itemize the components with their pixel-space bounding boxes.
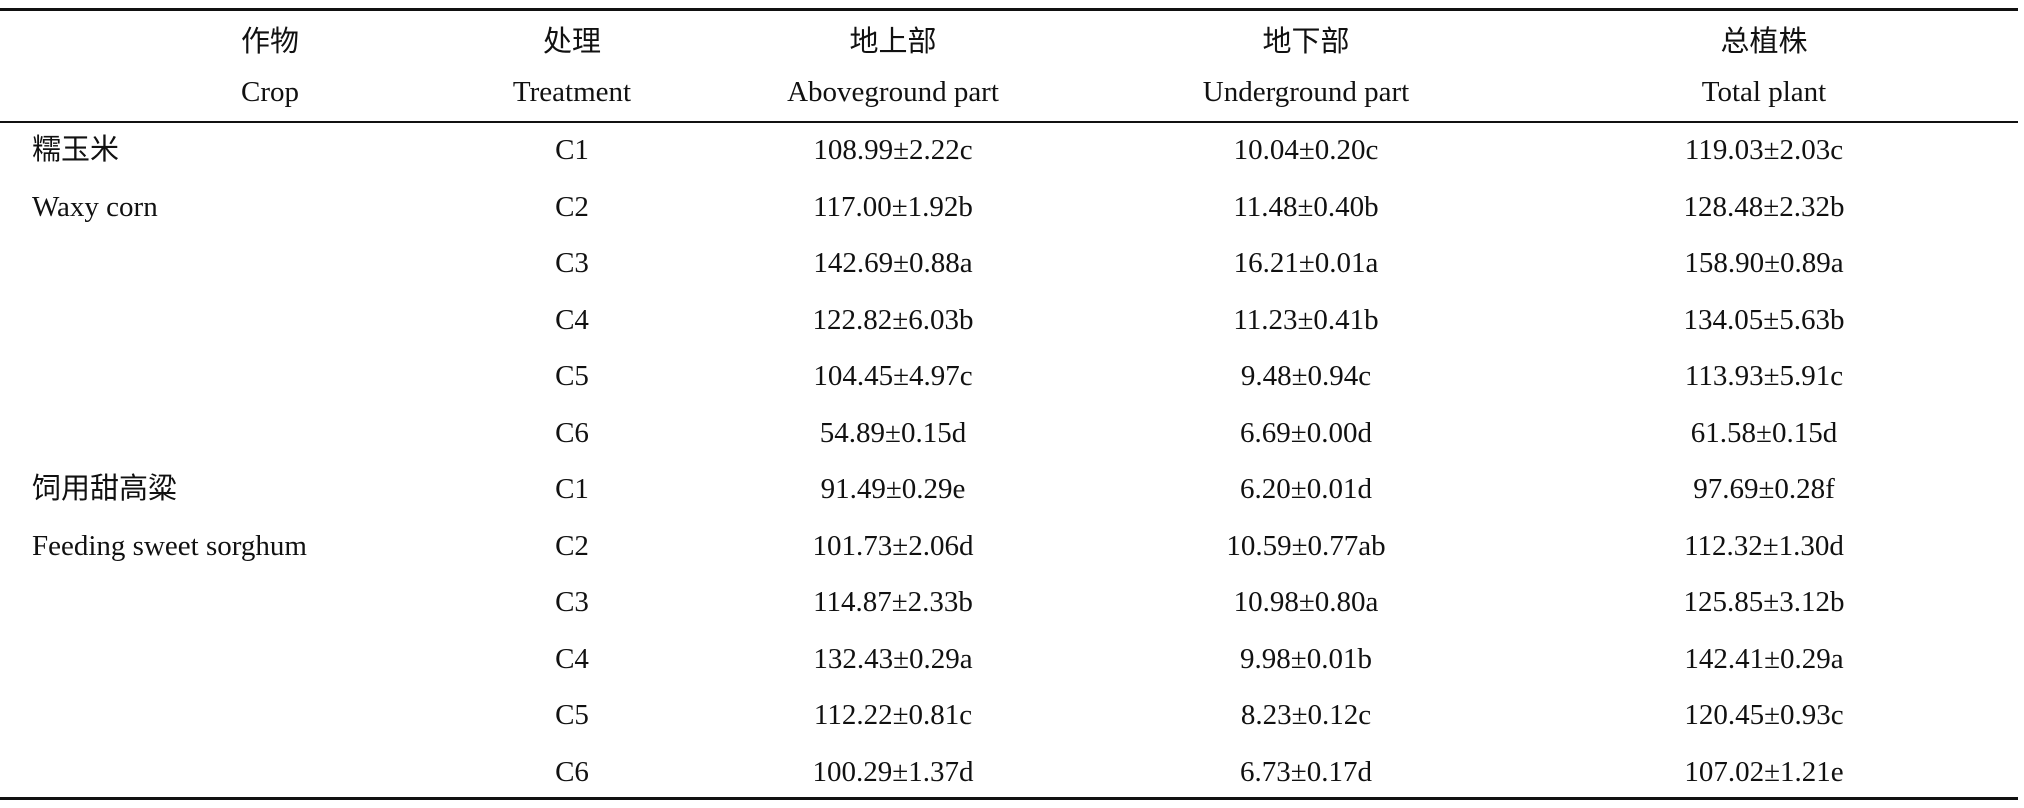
- value-cell: 134.05±5.63b: [1683, 303, 1845, 336]
- value-cell: 10.04±0.20c: [1233, 134, 1379, 166]
- value-cell: 6.20±0.01d: [1240, 473, 1372, 505]
- value-cell: 9.48±0.94c: [1240, 360, 1372, 392]
- header-zh: 处理: [542, 26, 602, 58]
- value-cell: 112.22±0.81c: [813, 699, 973, 731]
- crop-name-en: Waxy corn: [32, 190, 158, 223]
- header-en: Total plant: [1701, 76, 1827, 108]
- value-cell: 10.98±0.80a: [1233, 586, 1379, 618]
- value-cell: 9.98±0.01b: [1240, 642, 1372, 675]
- treatment: C4: [555, 642, 589, 675]
- value-cell: 16.21±0.01a: [1233, 247, 1379, 279]
- value-cell: 104.45±4.97c: [813, 360, 973, 392]
- treatment: C1: [555, 473, 589, 505]
- crop-name-zh: 饲用甜高粱: [32, 473, 178, 505]
- crop-name-en: Feeding sweet sorghum: [32, 529, 307, 562]
- value-cell: 10.59±0.77ab: [1226, 529, 1386, 562]
- treatment: C3: [555, 247, 589, 279]
- value-cell: 142.69±0.88a: [813, 247, 973, 279]
- header-zh: 地上部: [849, 26, 937, 58]
- header-en: Crop: [241, 76, 299, 108]
- value-cell: 122.82±6.03b: [812, 303, 974, 336]
- value-cell: 6.69±0.00d: [1240, 416, 1372, 449]
- value-cell: 8.23±0.12c: [1240, 699, 1372, 731]
- treatment: C5: [555, 699, 589, 731]
- value-cell: 101.73±2.06d: [812, 529, 974, 562]
- header-en: Underground part: [1202, 76, 1410, 108]
- header-zh: 总植株: [1720, 26, 1808, 58]
- value-cell: 117.00±1.92b: [813, 190, 973, 223]
- value-cell: 100.29±1.37d: [812, 755, 974, 788]
- value-cell: 132.43±0.29a: [813, 642, 973, 675]
- top-rule: [0, 8, 2018, 11]
- value-cell: 158.90±0.89a: [1684, 247, 1844, 279]
- crop-name-zh: 糯玉米: [32, 134, 120, 166]
- value-cell: 11.48±0.40b: [1233, 190, 1379, 223]
- bottom-rule: [0, 797, 2018, 800]
- value-cell: 128.48±2.32b: [1683, 190, 1845, 223]
- treatment: C4: [555, 303, 589, 336]
- value-cell: 125.85±3.12b: [1683, 586, 1845, 618]
- header-rule: [0, 121, 2018, 123]
- treatment: C6: [555, 416, 589, 449]
- value-cell: 107.02±1.21e: [1684, 755, 1844, 788]
- value-cell: 11.23±0.41b: [1233, 303, 1379, 336]
- treatment: C5: [555, 360, 589, 392]
- treatment: C2: [555, 529, 589, 562]
- value-cell: 119.03±2.03c: [1684, 134, 1844, 166]
- header-en: Aboveground part: [787, 76, 999, 108]
- header-zh: 地下部: [1262, 26, 1350, 58]
- value-cell: 6.73±0.17d: [1240, 755, 1372, 788]
- value-cell: 120.45±0.93c: [1684, 699, 1844, 731]
- value-cell: 91.49±0.29e: [820, 473, 966, 505]
- value-cell: 142.41±0.29a: [1684, 642, 1844, 675]
- header-zh: 作物: [240, 26, 300, 58]
- value-cell: 114.87±2.33b: [813, 586, 973, 618]
- treatment: C3: [555, 586, 589, 618]
- treatment: C6: [555, 755, 589, 788]
- value-cell: 97.69±0.28f: [1693, 473, 1835, 505]
- value-cell: 108.99±2.22c: [813, 134, 973, 166]
- value-cell: 54.89±0.15d: [819, 416, 967, 449]
- value-cell: 113.93±5.91c: [1684, 360, 1844, 392]
- value-cell: 61.58±0.15d: [1690, 416, 1838, 449]
- treatment: C2: [555, 190, 589, 223]
- value-cell: 112.32±1.30d: [1684, 529, 1844, 562]
- header-en: Treatment: [512, 76, 632, 108]
- treatment: C1: [555, 134, 589, 166]
